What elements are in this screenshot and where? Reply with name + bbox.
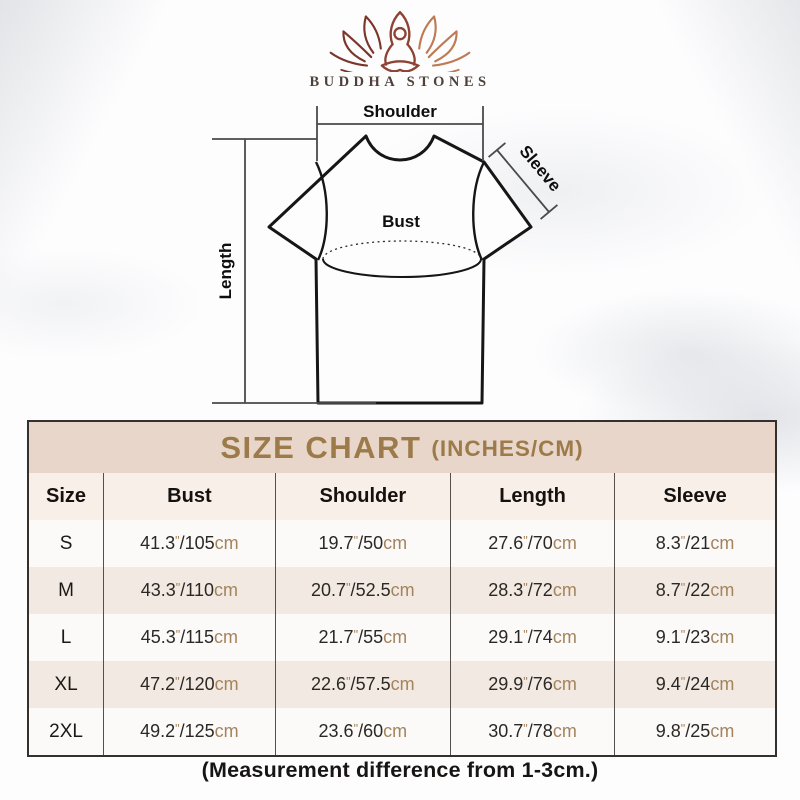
left-armhole-seam [314,161,328,261]
cm-unit: cm [552,721,577,741]
cell-bust: 45.3"/115cm [103,614,276,661]
inch-mark: " [175,533,180,548]
cell-size: 2XL [29,708,105,755]
inch-mark: " [175,627,181,642]
inch-mark: " [353,721,359,736]
right-armhole-seam [472,161,486,261]
cm-unit: cm [552,580,577,600]
inch-mark: " [353,627,359,642]
size-chart-title-sub: (INCHES/CM) [431,436,584,461]
cm-unit: cm [552,533,577,553]
bust-line-solid [322,258,482,278]
cm-unit: cm [552,674,577,694]
cell-size: L [29,614,105,661]
sleeve-measure-line [496,149,550,213]
inch-mark: " [523,533,528,548]
cell-length: 29.1"/74cm [450,614,616,661]
cm-unit: cm [214,627,238,647]
cm-unit: cm [710,580,735,600]
bust-label: Bust [382,212,420,231]
cm-unit: cm [390,674,415,694]
inch-mark: " [175,580,181,595]
size-chart-title-main: SIZE CHART [220,429,422,465]
col-header-shoulder: Shoulder [275,473,451,520]
cm-unit: cm [710,627,735,647]
tshirt-outline [267,134,533,405]
inch-mark: " [346,674,351,689]
cell-size: M [29,567,105,614]
inch-mark: " [680,674,686,689]
inch-mark: " [680,533,686,548]
sleeve-label: Sleeve [516,142,565,195]
cell-shoulder: 22.6"/57.5cm [275,661,451,708]
size-row-xl: XL 47.2"/120cm 22.6"/57.5cm 29.9"/76cm 9… [29,661,775,708]
cm-unit: cm [390,580,415,600]
inch-mark: " [680,627,686,642]
header-row: Size Bust Shoulder Length Sleeve [29,473,775,520]
sleeve-tick-top [488,142,506,158]
inch-mark: " [523,627,528,642]
cell-sleeve: 9.1"/23cm [614,614,775,661]
shoulder-label: Shoulder [363,102,437,121]
cm-unit: cm [214,721,239,741]
cell-shoulder: 20.7"/52.5cm [275,567,451,614]
inch-mark: " [523,580,528,595]
size-row-s: S 41.3"/105cm 19.7"/50cm 27.6"/70cm 8.3"… [29,520,775,567]
inch-mark: " [680,721,686,736]
cm-unit: cm [383,533,408,553]
cell-sleeve: 9.8"/25cm [614,708,775,755]
cell-bust: 49.2"/125cm [103,708,276,755]
cell-sleeve: 9.4"/24cm [614,661,775,708]
inch-mark: " [523,674,528,689]
cell-sleeve: 8.3"/21cm [614,520,775,567]
cell-length: 27.6"/70cm [450,520,616,567]
size-chart-table: Size Bust Shoulder Length Sleeve S 41.3"… [29,473,775,755]
col-header-length: Length [450,473,616,520]
size-row-l: L 45.3"/115cm 21.7"/55cm 29.1"/74cm 9.1"… [29,614,775,661]
cm-unit: cm [552,627,577,647]
cell-sleeve: 8.7"/22cm [614,567,775,614]
brand-name: BUDDHA STONES [309,74,491,90]
inch-mark: " [523,721,528,736]
col-header-bust: Bust [103,473,276,520]
cell-length: 29.9"/76cm [450,661,616,708]
size-chart-title: SIZE CHART (INCHES/CM) [29,422,775,473]
cell-bust: 43.3"/110cm [103,567,276,614]
length-label: Length [216,243,235,300]
inch-mark: " [175,674,180,689]
cell-length: 30.7"/78cm [450,708,616,755]
inch-mark: " [680,580,686,595]
brand-logo: BUDDHA STONES [0,8,800,91]
col-header-size: Size [29,473,105,520]
sleeve-tick-bottom [540,204,558,220]
cm-unit: cm [710,533,735,553]
cell-bust: 47.2"/120cm [103,661,276,708]
cell-size: S [29,520,105,567]
col-header-sleeve: Sleeve [663,485,727,507]
cell-bust: 41.3"/105cm [103,520,276,567]
measurement-footnote: (Measurement difference from 1-3cm.) [201,758,599,782]
cm-unit: cm [383,627,408,647]
cell-shoulder: 23.6"/60cm [275,708,451,755]
cell-size: XL [29,661,105,708]
cm-unit: cm [214,580,238,600]
cell-shoulder: 21.7"/55cm [275,614,451,661]
cm-unit: cm [214,533,239,553]
size-row-2xl: 2XL 49.2"/125cm 23.6"/60cm 30.7"/78cm 9.… [29,708,775,755]
inch-mark: " [175,721,180,736]
inch-mark: " [353,533,359,548]
cell-shoulder: 19.7"/50cm [275,520,451,567]
cm-unit: cm [383,721,408,741]
size-row-m: M 43.3"/110cm 20.7"/52.5cm 28.3"/72cm 8.… [29,567,775,614]
size-chart-panel: SIZE CHART (INCHES/CM) Size Bust Shoulder… [27,420,777,757]
lotus-meditation-icon [329,11,471,72]
bust-line-dashed [322,240,482,260]
cm-unit: cm [214,674,239,694]
inch-mark: " [346,580,351,595]
cell-length: 28.3"/72cm [450,567,616,614]
cm-unit: cm [710,674,735,694]
cm-unit: cm [710,721,735,741]
